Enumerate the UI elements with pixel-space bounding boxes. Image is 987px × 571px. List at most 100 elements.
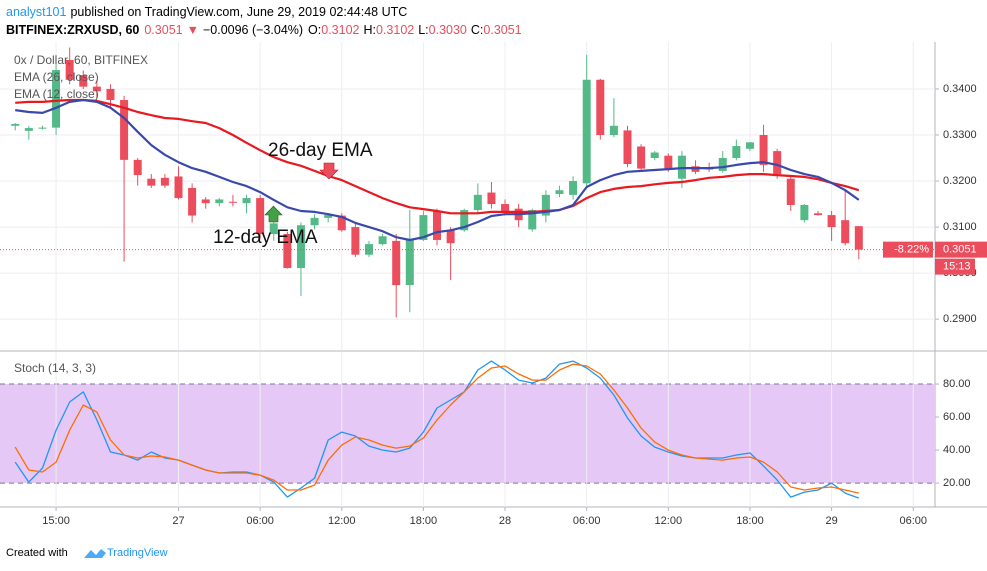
legend-entry: EMA (26, close) <box>14 70 99 84</box>
candle-body <box>106 88 115 101</box>
footer-prefix: Created with <box>6 547 68 559</box>
close-value: 0.3051 <box>483 23 521 37</box>
grid-layer: 0.29000.30000.31000.32000.33000.340020.0… <box>0 42 987 527</box>
last-price: 0.3051 <box>144 23 182 37</box>
candle-body <box>528 210 537 230</box>
change-label-box <box>883 241 933 258</box>
candle-body <box>201 199 210 204</box>
candle-body <box>92 86 101 92</box>
y-tick-label: 20.00 <box>943 477 971 489</box>
series-line <box>14 363 859 494</box>
x-tick-label: 06:00 <box>246 515 274 527</box>
candle-body <box>65 59 74 80</box>
candle-body <box>269 223 278 234</box>
candle-body <box>759 134 768 165</box>
candle-body <box>786 178 795 205</box>
price-label: 0.3051 <box>943 244 977 256</box>
change-label: -8.22% <box>894 244 929 256</box>
x-tick-label: 29 <box>825 515 837 527</box>
candle-body <box>541 194 550 216</box>
y-tick-label: 60.00 <box>943 411 971 423</box>
candle-body <box>650 152 659 159</box>
candle-body <box>419 215 428 240</box>
symbol: BITFINEX:ZRXUSD, 60 <box>6 23 139 37</box>
y-tick-label: 0.3200 <box>943 175 977 187</box>
candle-body <box>256 198 265 234</box>
high-value: 0.3102 <box>376 23 414 37</box>
candle-body <box>582 79 591 184</box>
candle-body <box>378 236 387 245</box>
y-tick-label: 0.3400 <box>943 83 977 95</box>
close-label: C: <box>471 23 484 37</box>
open-value: 0.3102 <box>321 23 359 37</box>
candle-body <box>174 176 183 199</box>
y-tick-label: 0.3300 <box>943 129 977 141</box>
legend-entry: EMA (12, close) <box>14 87 99 101</box>
candle-body <box>79 75 88 87</box>
x-tick-label: 06:00 <box>899 515 927 527</box>
annotation: 12-day EMA <box>213 227 318 248</box>
change-arrow: ▼ <box>187 23 199 37</box>
candle-body <box>487 192 496 205</box>
panel-title: 0x / Dollar, 60, BITFINEX <box>14 53 148 67</box>
x-tick-label: 27 <box>172 515 184 527</box>
candle-body <box>11 123 20 126</box>
candle-body <box>596 79 605 135</box>
candle-body <box>460 210 469 231</box>
candle-body <box>637 146 646 169</box>
candle-body <box>433 210 442 240</box>
candle-body <box>623 130 632 165</box>
y-tick-label: 40.00 <box>943 444 971 456</box>
low-value: 0.3030 <box>429 23 467 37</box>
candle-body <box>324 215 333 218</box>
high-label: H: <box>363 23 376 37</box>
candle-body <box>120 100 129 160</box>
panel-title: Stoch (14, 3, 3) <box>14 361 96 375</box>
low-label: L: <box>418 23 428 37</box>
candle-body <box>854 226 863 250</box>
y-tick-label: 0.3100 <box>943 221 977 233</box>
x-tick-label: 18:00 <box>410 515 438 527</box>
x-tick-label: 12:00 <box>655 515 683 527</box>
candle-body <box>813 213 822 216</box>
band-fill <box>0 384 935 484</box>
header-line-2: BITFINEX:ZRXUSD, 60 0.3051 ▼ −0.0096 (−3.04… <box>6 23 522 37</box>
x-tick-label: 15:00 <box>42 515 70 527</box>
candle-body <box>364 244 373 255</box>
candle-body <box>800 204 809 221</box>
candle-body <box>569 181 578 195</box>
candle-body <box>473 194 482 211</box>
candle-body <box>147 178 156 186</box>
candle-body <box>283 233 292 269</box>
change: −0.0096 (−3.04%) <box>203 23 303 37</box>
text-layer: analyst101 published on TradingView.com, … <box>6 5 987 559</box>
candle-body <box>773 151 782 175</box>
candle-body <box>718 158 727 171</box>
candle-body <box>38 127 47 129</box>
candle-body <box>351 227 360 255</box>
brand-logo <box>84 549 106 558</box>
candle-body <box>405 239 414 286</box>
author: analyst101 <box>6 5 67 19</box>
candle-body <box>446 230 455 244</box>
candle-body <box>242 198 251 204</box>
countdown: 15:13 <box>943 261 971 273</box>
down-arrow <box>319 162 339 180</box>
candle-body <box>160 177 169 186</box>
candle-body <box>501 204 510 211</box>
candle-body <box>392 240 401 286</box>
candle-body <box>555 190 564 194</box>
published: published on TradingView.com, June 29, 2… <box>70 5 407 19</box>
candle-body <box>188 187 197 216</box>
x-tick-label: 18:00 <box>736 515 764 527</box>
footer-brand[interactable]: TradingView <box>107 547 168 559</box>
candle-body <box>841 220 850 244</box>
candle-body <box>228 201 237 203</box>
candle-body <box>24 128 33 131</box>
series-line <box>15 98 860 242</box>
x-tick-label: 12:00 <box>328 515 356 527</box>
series-line <box>14 360 860 499</box>
y-tick-label: 80.00 <box>943 378 971 390</box>
candle-body <box>745 142 754 149</box>
